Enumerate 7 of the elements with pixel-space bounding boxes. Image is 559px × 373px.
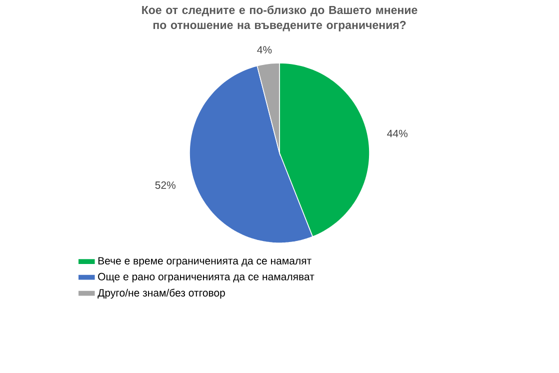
- legend-label: Вече е време ограниченията да се намалят: [98, 257, 312, 267]
- legend-label: Друго/не знам/без отговор: [98, 288, 225, 299]
- data-label: 52%: [155, 181, 176, 189]
- data-label: 44%: [387, 130, 408, 138]
- chart-title: Кое от следните е по-близко до Вашето мнение по отношение на въведените ограничения?: [142, 6, 418, 32]
- legend-label: Още е рано ограниченията да се намаляват: [98, 272, 314, 282]
- data-label: 4%: [257, 46, 272, 54]
